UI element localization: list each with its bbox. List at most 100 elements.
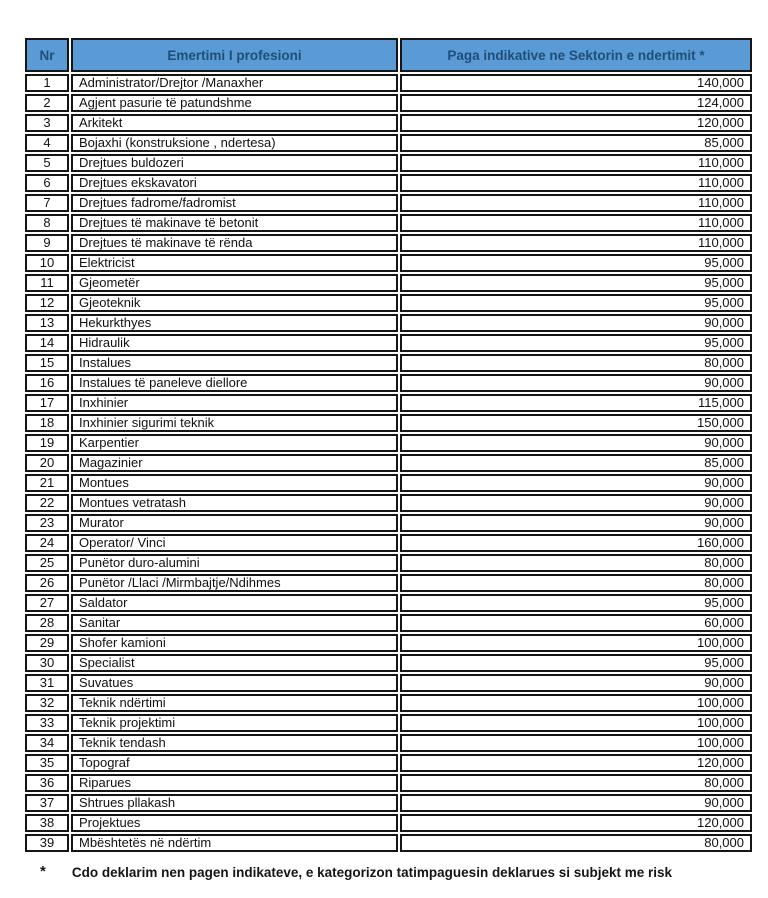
- row-number-cell: 7: [25, 194, 69, 212]
- row-number-cell: 18: [25, 414, 69, 432]
- indicative-wage-cell: 80,000: [400, 774, 752, 792]
- indicative-wage-cell: 110,000: [400, 174, 752, 192]
- table-row: 22 Montues vetratash 90,000: [25, 494, 752, 512]
- row-number-cell: 4: [25, 134, 69, 152]
- indicative-wage-cell: 90,000: [400, 794, 752, 812]
- profession-name-cell: Montues vetratash: [71, 494, 398, 512]
- row-number-cell: 36: [25, 774, 69, 792]
- profession-name-cell: Saldator: [71, 594, 398, 612]
- row-number-cell: 26: [25, 574, 69, 592]
- row-number-cell: 9: [25, 234, 69, 252]
- table-row: 15 Instalues 80,000: [25, 354, 752, 372]
- profession-name-cell: Bojaxhi (konstruksione , ndertesa): [71, 134, 398, 152]
- header-cell-wage: Paga indikative ne Sektorin e ndertimit …: [400, 38, 752, 72]
- indicative-wage-cell: 110,000: [400, 214, 752, 232]
- table-row: 33 Teknik projektimi 100,000: [25, 714, 752, 732]
- indicative-wage-cell: 100,000: [400, 634, 752, 652]
- profession-name-cell: Drejtues të makinave të betonit: [71, 214, 398, 232]
- row-number-cell: 14: [25, 334, 69, 352]
- indicative-wage-cell: 90,000: [400, 474, 752, 492]
- profession-name-cell: Drejtues buldozeri: [71, 154, 398, 172]
- table-row: 28 Sanitar 60,000: [25, 614, 752, 632]
- wage-table-header: Nr Emertimi I profesioni Paga indikative…: [25, 38, 752, 72]
- table-row: 19 Karpentier 90,000: [25, 434, 752, 452]
- row-number-cell: 25: [25, 554, 69, 572]
- profession-name-cell: Administrator/Drejtor /Manaxher: [71, 74, 398, 92]
- profession-name-cell: Montues: [71, 474, 398, 492]
- indicative-wage-cell: 115,000: [400, 394, 752, 412]
- indicative-wage-cell: 80,000: [400, 834, 752, 852]
- header-row: Nr Emertimi I profesioni Paga indikative…: [25, 38, 752, 72]
- profession-name-cell: Drejtues fadrome/fadromist: [71, 194, 398, 212]
- table-row: 16 Instalues të paneleve diellore 90,000: [25, 374, 752, 392]
- indicative-wage-cell: 80,000: [400, 354, 752, 372]
- row-number-cell: 23: [25, 514, 69, 532]
- indicative-wage-cell: 90,000: [400, 514, 752, 532]
- table-row: 8 Drejtues të makinave të betonit 110,000: [25, 214, 752, 232]
- row-number-cell: 13: [25, 314, 69, 332]
- row-number-cell: 20: [25, 454, 69, 472]
- indicative-wage-cell: 90,000: [400, 674, 752, 692]
- indicative-wage-cell: 124,000: [400, 94, 752, 112]
- table-row: 29 Shofer kamioni 100,000: [25, 634, 752, 652]
- table-row: 6 Drejtues ekskavatori 110,000: [25, 174, 752, 192]
- indicative-wage-cell: 110,000: [400, 194, 752, 212]
- row-number-cell: 2: [25, 94, 69, 112]
- wage-table-body: 1 Administrator/Drejtor /Manaxher 140,000 2…: [25, 74, 752, 852]
- profession-name-cell: Shtrues pllakash: [71, 794, 398, 812]
- row-number-cell: 1: [25, 74, 69, 92]
- row-number-cell: 34: [25, 734, 69, 752]
- row-number-cell: 24: [25, 534, 69, 552]
- indicative-wage-cell: 100,000: [400, 694, 752, 712]
- profession-name-cell: Teknik tendash: [71, 734, 398, 752]
- row-number-cell: 6: [25, 174, 69, 192]
- table-row: 3 Arkitekt 120,000: [25, 114, 752, 132]
- profession-name-cell: Inxhinier: [71, 394, 398, 412]
- indicative-wage-cell: 100,000: [400, 734, 752, 752]
- indicative-wage-cell: 95,000: [400, 294, 752, 312]
- row-number-cell: 19: [25, 434, 69, 452]
- table-row: 38 Projektues 120,000: [25, 814, 752, 832]
- table-row: 10 Elektricist 95,000: [25, 254, 752, 272]
- indicative-wage-cell: 140,000: [400, 74, 752, 92]
- indicative-wage-cell: 90,000: [400, 494, 752, 512]
- table-row: 18 Inxhinier sigurimi teknik 150,000: [25, 414, 752, 432]
- profession-name-cell: Teknik projektimi: [71, 714, 398, 732]
- indicative-wage-cell: 95,000: [400, 654, 752, 672]
- footnote: * Cdo deklarim nen pagen indikateve, e k…: [40, 864, 740, 881]
- indicative-wage-cell: 160,000: [400, 534, 752, 552]
- row-number-cell: 28: [25, 614, 69, 632]
- table-row: 26 Punëtor /Llaci /Mirmbajtje/Ndihmes 80,0…: [25, 574, 752, 592]
- indicative-wage-cell: 90,000: [400, 374, 752, 392]
- indicative-wage-cell: 85,000: [400, 454, 752, 472]
- profession-name-cell: Punëtor duro-alumini: [71, 554, 398, 572]
- row-number-cell: 27: [25, 594, 69, 612]
- row-number-cell: 35: [25, 754, 69, 772]
- profession-name-cell: Topograf: [71, 754, 398, 772]
- row-number-cell: 12: [25, 294, 69, 312]
- profession-name-cell: Suvatues: [71, 674, 398, 692]
- indicative-wage-cell: 90,000: [400, 434, 752, 452]
- indicative-wage-cell: 110,000: [400, 234, 752, 252]
- indicative-wage-cell: 120,000: [400, 814, 752, 832]
- indicative-wage-cell: 85,000: [400, 134, 752, 152]
- profession-name-cell: Riparues: [71, 774, 398, 792]
- footnote-text: Cdo deklarim nen pagen indikateve, e kat…: [71, 865, 673, 880]
- profession-name-cell: Arkitekt: [71, 114, 398, 132]
- profession-name-cell: Elektricist: [71, 254, 398, 272]
- row-number-cell: 10: [25, 254, 69, 272]
- table-row: 32 Teknik ndërtimi 100,000: [25, 694, 752, 712]
- indicative-wage-cell: 60,000: [400, 614, 752, 632]
- table-row: 13 Hekurkthyes 90,000: [25, 314, 752, 332]
- profession-name-cell: Gjeoteknik: [71, 294, 398, 312]
- table-row: 27 Saldator 95,000: [25, 594, 752, 612]
- table-row: 39 Mbështetës në ndërtim 80,000: [25, 834, 752, 852]
- profession-name-cell: Sanitar: [71, 614, 398, 632]
- row-number-cell: 21: [25, 474, 69, 492]
- row-number-cell: 39: [25, 834, 69, 852]
- profession-name-cell: Gjeometër: [71, 274, 398, 292]
- table-row: 9 Drejtues të makinave të rënda 110,000: [25, 234, 752, 252]
- table-row: 14 Hidraulik 95,000: [25, 334, 752, 352]
- wage-table: Nr Emertimi I profesioni Paga indikative…: [23, 36, 754, 854]
